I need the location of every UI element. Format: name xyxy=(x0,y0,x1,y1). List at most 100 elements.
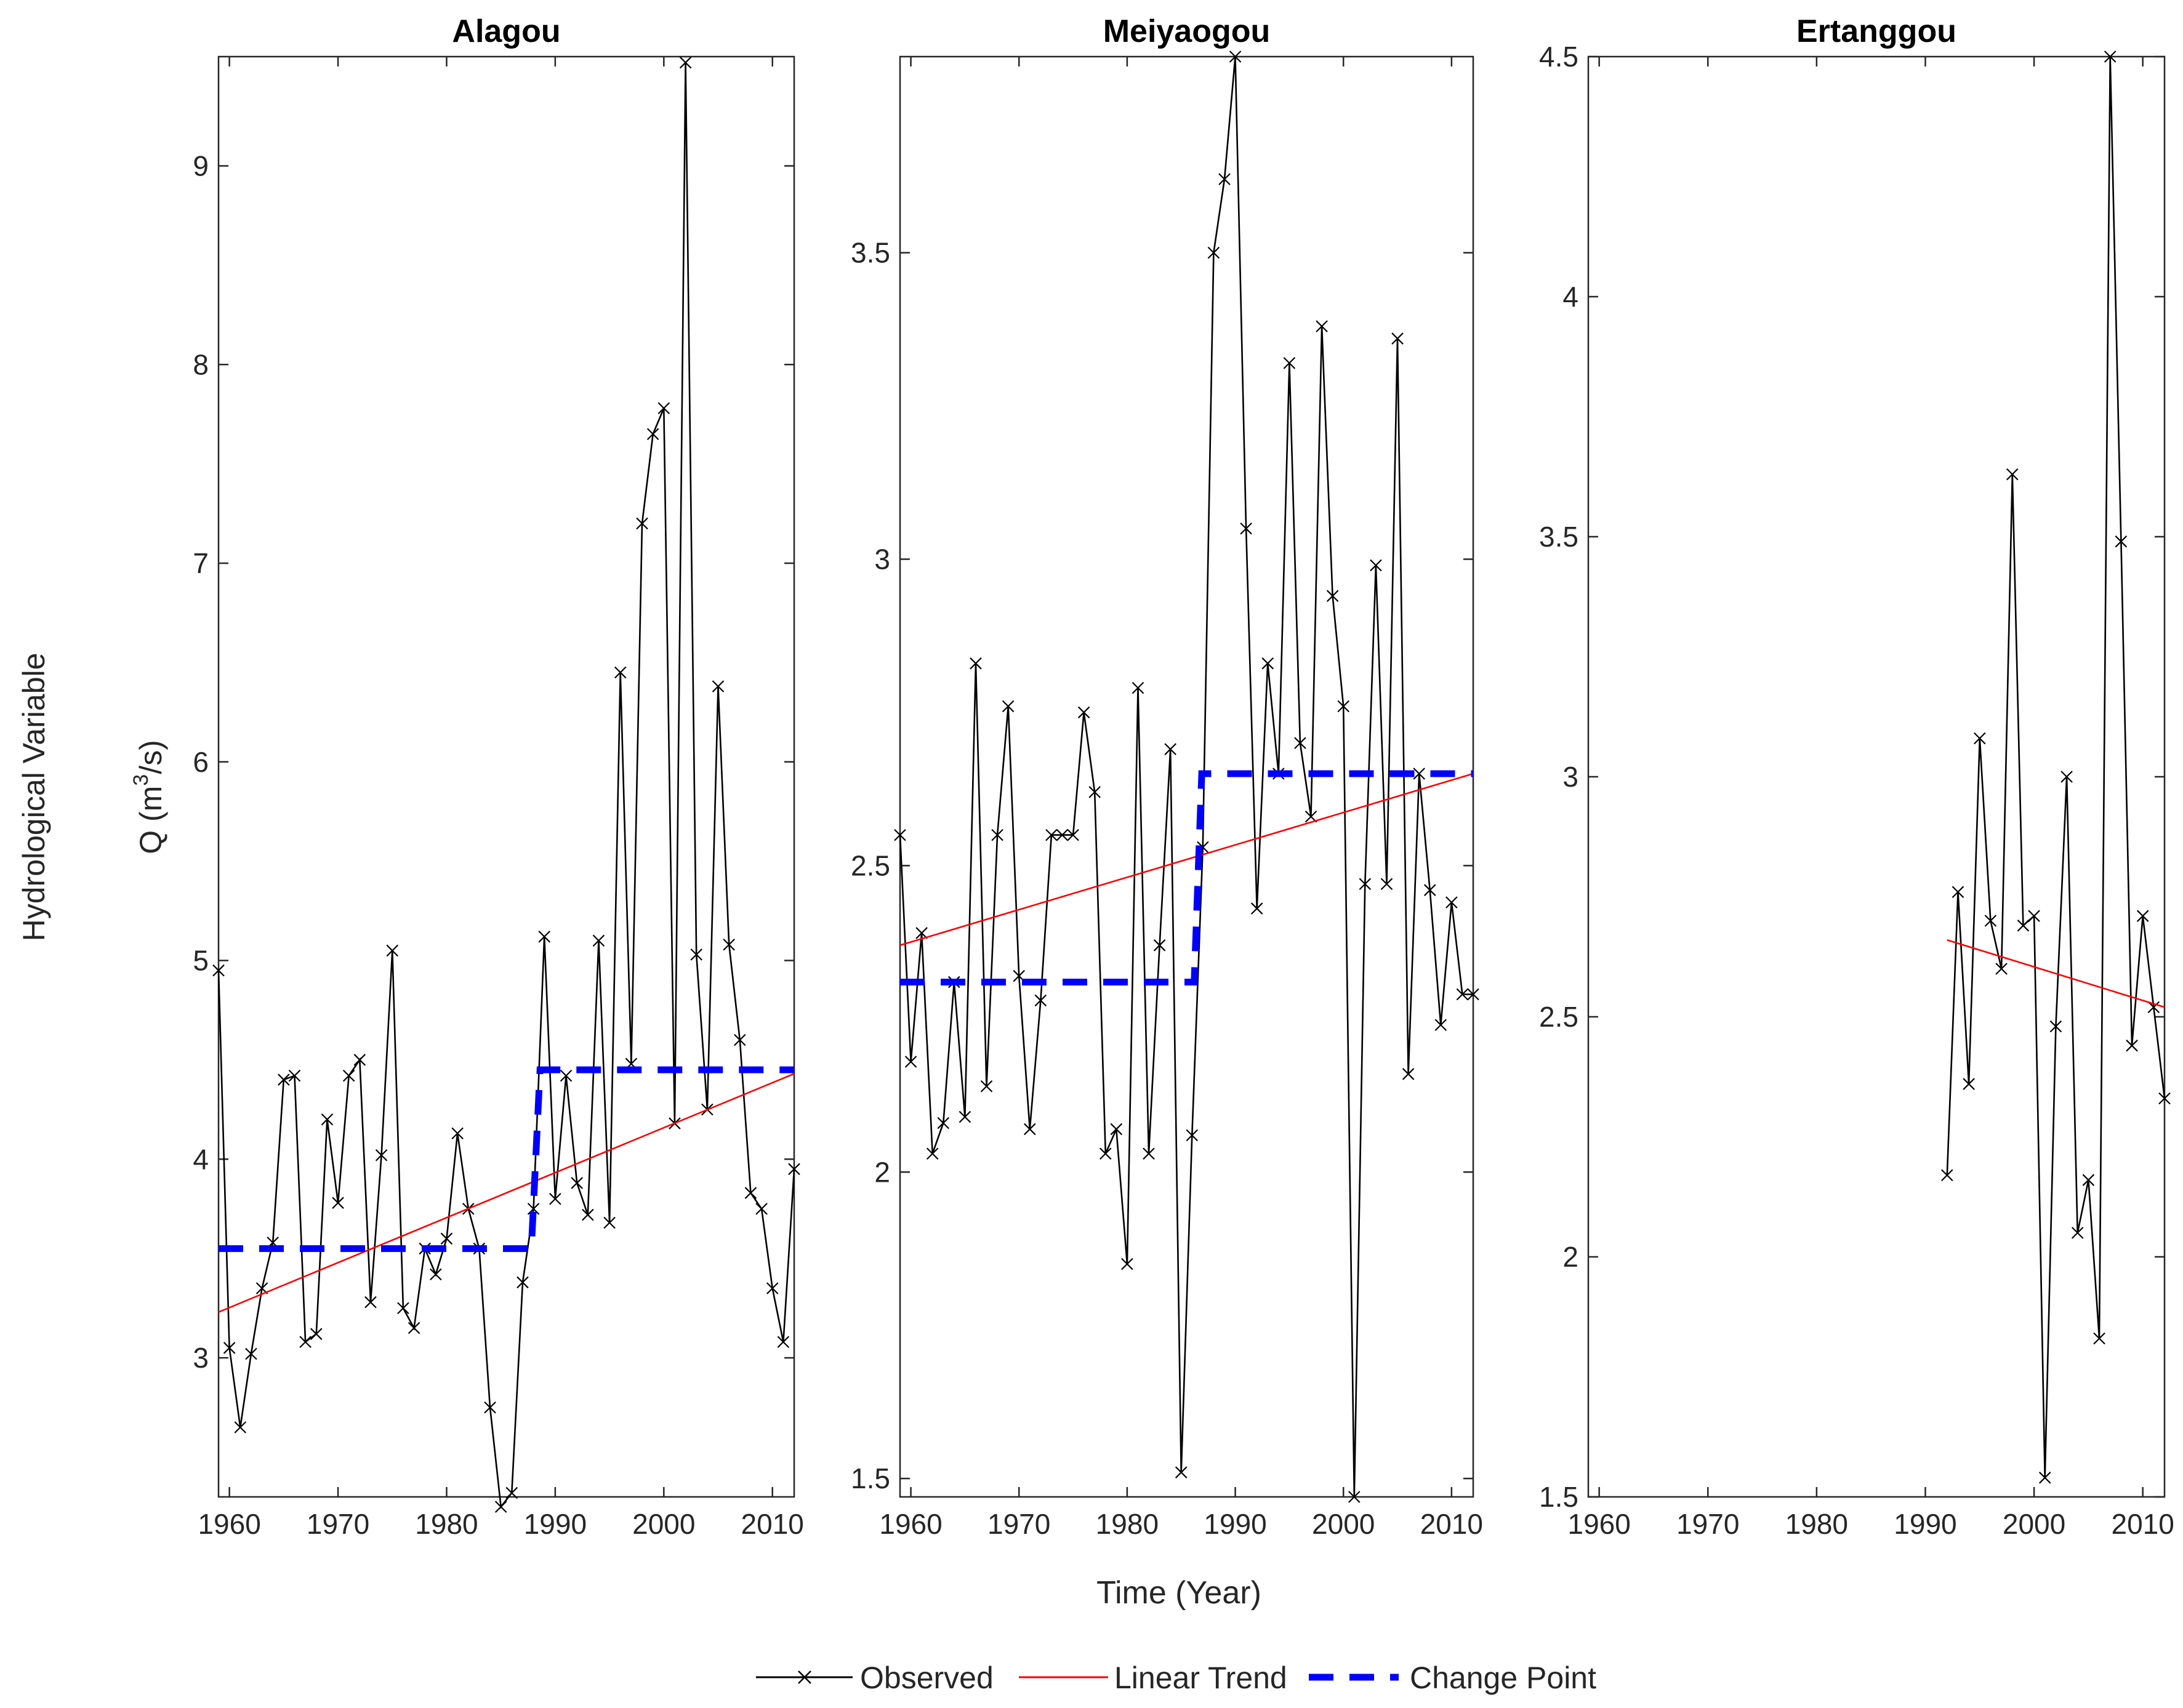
observed-marker xyxy=(517,1276,529,1289)
observed-marker xyxy=(755,1203,768,1215)
panel-title: Meiyaogou xyxy=(1103,14,1271,49)
observed-marker xyxy=(2060,771,2073,783)
observed-marker xyxy=(212,964,225,977)
observed-marker xyxy=(915,927,928,939)
panel-meiyaogou: 1960 1970 1980 1990 2000 2010 1.5 2 2.5 3 3.5 Meiya… xyxy=(851,14,1483,1540)
observed-marker xyxy=(2093,1332,2105,1345)
observed-marker xyxy=(1413,768,1425,780)
observed-marker xyxy=(1995,963,2008,975)
y-tick-label: 2.5 xyxy=(1539,1001,1578,1033)
x-tick-label: 1980 xyxy=(1096,1508,1159,1540)
x-tick-label: 2010 xyxy=(741,1508,804,1540)
legend-trend-label: Linear Trend xyxy=(1114,1661,1287,1695)
x-tick-label: 1990 xyxy=(524,1508,587,1540)
y-tick-label: 2 xyxy=(1562,1241,1578,1273)
observed-marker xyxy=(1326,590,1339,603)
observed-marker xyxy=(734,1033,746,1046)
observed-marker xyxy=(766,1282,779,1294)
observed-marker xyxy=(505,1486,518,1499)
observed-marker xyxy=(2071,1227,2084,1239)
y-tick-label: 1.5 xyxy=(1539,1481,1578,1513)
observed-marker xyxy=(1099,1147,1112,1160)
y-tick-label: 7 xyxy=(193,547,209,579)
observed-marker xyxy=(1240,522,1252,535)
observed-marker xyxy=(2115,535,2128,548)
y-tick-label: 3 xyxy=(1562,761,1578,793)
x-tick-label: 2000 xyxy=(1312,1508,1375,1540)
observed-marker xyxy=(723,938,735,951)
observed-marker xyxy=(657,402,670,415)
observed-marker xyxy=(386,944,399,957)
trend-line xyxy=(218,1073,795,1313)
observed-marker xyxy=(2017,920,2030,932)
legend: Observed Linear Trend Change Point xyxy=(756,1661,1596,1695)
observed-marker xyxy=(1359,878,1372,891)
q-y-label-suffix: /s) xyxy=(134,740,168,774)
y-tick-label: 9 xyxy=(193,150,209,182)
observed-marker xyxy=(321,1113,334,1126)
observed-marker xyxy=(1186,1129,1199,1142)
observed-marker xyxy=(1283,357,1296,369)
x-tick-label: 1970 xyxy=(307,1508,369,1540)
x-tick-label: 2010 xyxy=(1420,1508,1483,1540)
observed-marker xyxy=(1973,732,1986,745)
observed-marker xyxy=(894,828,906,841)
observed-marker xyxy=(430,1268,442,1281)
observed-marker xyxy=(1229,50,1242,63)
x-axis-label: Time (Year) xyxy=(1096,1575,1261,1611)
observed-marker xyxy=(1348,1491,1361,1503)
observed-marker xyxy=(1294,737,1306,750)
observed-marker xyxy=(1045,828,1058,841)
observed-marker xyxy=(375,1149,388,1161)
observed-marker xyxy=(1380,878,1393,891)
x-tick-label: 1980 xyxy=(1785,1508,1848,1540)
observed-marker xyxy=(1110,1123,1123,1136)
observed-marker xyxy=(1391,332,1404,345)
legend-change-label: Change Point xyxy=(1410,1661,1596,1695)
observed-marker xyxy=(397,1302,409,1315)
observed-marker xyxy=(1002,700,1015,713)
observed-marker xyxy=(904,1056,917,1068)
y-tick-label: 4 xyxy=(1562,281,1578,313)
observed-marker xyxy=(484,1401,496,1414)
observed-marker xyxy=(234,1421,247,1433)
observed-marker xyxy=(2136,910,2149,922)
observed-marker xyxy=(2158,1092,2171,1105)
observed-marker xyxy=(538,931,551,943)
observed-marker xyxy=(980,1080,993,1093)
legend-observed-label: Observed xyxy=(860,1661,994,1695)
observed-marker xyxy=(2049,1020,2062,1033)
observed-marker xyxy=(1963,1078,1975,1090)
y-tick-label: 4 xyxy=(193,1143,209,1175)
observed-line xyxy=(899,56,1473,1498)
y-tick-label: 4.5 xyxy=(1539,41,1578,73)
observed-marker xyxy=(560,1069,573,1082)
observed-marker xyxy=(288,1069,301,1082)
observed-marker xyxy=(342,1069,355,1082)
observed-marker xyxy=(494,1501,507,1513)
y-tick-label: 2.5 xyxy=(851,849,890,881)
observed-marker xyxy=(646,428,659,441)
observed-marker xyxy=(223,1342,236,1354)
observed-marker xyxy=(690,948,703,961)
x-tick-label: 1970 xyxy=(1676,1508,1739,1540)
observed-marker xyxy=(1305,810,1317,823)
observed-marker xyxy=(440,1232,453,1245)
observed-marker xyxy=(451,1127,464,1140)
observed-marker xyxy=(2038,1472,2051,1484)
observed-marker xyxy=(2028,910,2040,922)
observed-marker xyxy=(1316,320,1328,332)
observed-marker xyxy=(2126,1040,2138,1052)
x-tick-label: 1990 xyxy=(1894,1508,1956,1540)
q-y-label-superscript: 3 xyxy=(129,774,153,786)
observed-marker xyxy=(603,1216,616,1229)
observed-marker xyxy=(592,934,605,947)
observed-marker xyxy=(1402,1068,1415,1080)
observed-marker xyxy=(1164,743,1176,755)
x-tick-label: 1990 xyxy=(1204,1508,1266,1540)
observed-marker xyxy=(614,666,627,679)
observed-marker xyxy=(1952,886,1964,898)
observed-marker xyxy=(2006,468,2019,481)
observed-marker xyxy=(1132,681,1144,694)
